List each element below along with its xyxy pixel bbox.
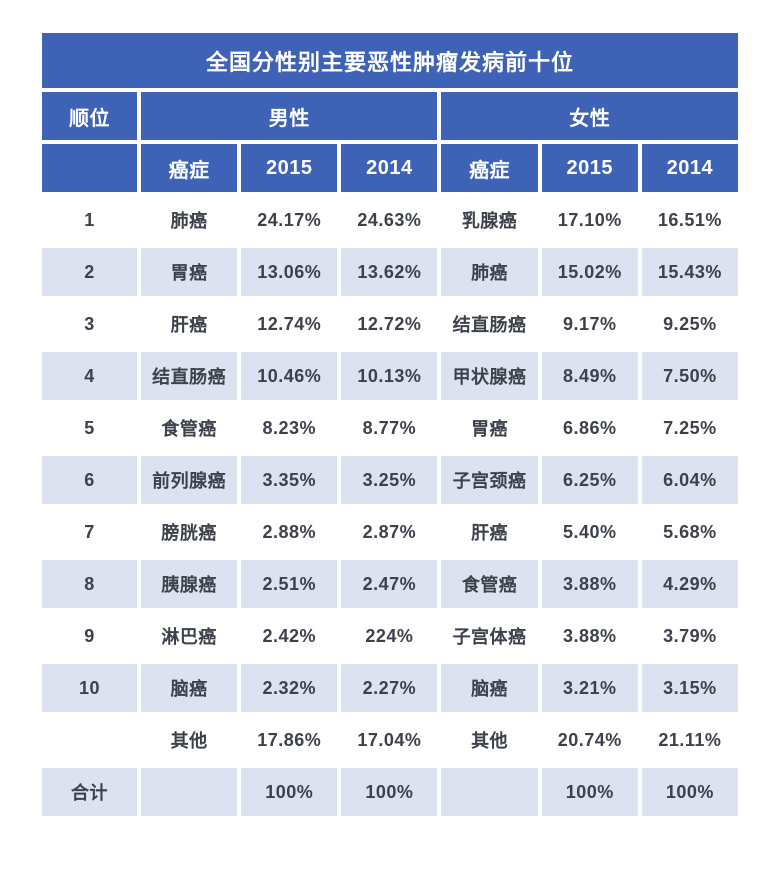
rank-cell: 1: [42, 196, 137, 244]
female-cancer-cell: 其他: [441, 716, 538, 764]
table-title: 全国分性别主要恶性肿瘤发病前十位: [42, 33, 738, 88]
male-cancer-cell: 其他: [141, 716, 238, 764]
male-2015-cell: 2.88%: [241, 508, 338, 556]
female-cancer-cell: 结直肠癌: [441, 300, 538, 348]
male-2015-cell: 13.06%: [241, 248, 338, 296]
column-header-male: 男性: [141, 92, 438, 140]
female-2015-cell: 3.88%: [541, 612, 638, 660]
male-2015-cell: 100%: [241, 768, 338, 816]
male-2014-cell: 17.04%: [341, 716, 438, 764]
column-header-rank: 顺位: [42, 92, 137, 140]
male-cancer-cell: 前列腺癌: [141, 456, 238, 504]
female-2014-cell: 16.51%: [641, 196, 738, 244]
male-cancer-cell: 结直肠癌: [141, 352, 238, 400]
male-2014-cell: 224%: [341, 612, 438, 660]
female-2014-cell: 4.29%: [641, 560, 738, 608]
male-cancer-cell: 胃癌: [141, 248, 238, 296]
female-2015-cell: 8.49%: [541, 352, 638, 400]
female-2014-cell: 7.50%: [641, 352, 738, 400]
male-2015-cell: 10.46%: [241, 352, 338, 400]
rank-cell: [42, 716, 137, 764]
rank-cell: 5: [42, 404, 137, 452]
male-cancer-cell: 胰腺癌: [141, 560, 238, 608]
subheader-female-2015: 2015: [541, 144, 638, 192]
male-2014-cell: 24.63%: [341, 196, 438, 244]
subheader-male-2014: 2014: [341, 144, 438, 192]
female-2015-cell: 3.88%: [541, 560, 638, 608]
female-2014-cell: 21.11%: [641, 716, 738, 764]
male-cancer-cell: 淋巴癌: [141, 612, 238, 660]
male-2014-cell: 8.77%: [341, 404, 438, 452]
male-cancer-cell: 肝癌: [141, 300, 238, 348]
female-cancer-cell: 胃癌: [441, 404, 538, 452]
female-2015-cell: 6.25%: [541, 456, 638, 504]
male-cancer-cell: 肺癌: [141, 196, 238, 244]
rank-cell: 8: [42, 560, 137, 608]
female-2014-cell: 6.04%: [641, 456, 738, 504]
female-2015-cell: 5.40%: [541, 508, 638, 556]
male-2015-cell: 2.42%: [241, 612, 338, 660]
female-cancer-cell: 肝癌: [441, 508, 538, 556]
female-cancer-cell: 食管癌: [441, 560, 538, 608]
female-2015-cell: 100%: [541, 768, 638, 816]
male-2015-cell: 24.17%: [241, 196, 338, 244]
female-2015-cell: 17.10%: [541, 196, 638, 244]
male-2014-cell: 2.27%: [341, 664, 438, 712]
male-2015-cell: 2.32%: [241, 664, 338, 712]
rank-cell: 3: [42, 300, 137, 348]
table-grid: 全国分性别主要恶性肿瘤发病前十位 顺位 男性 女性 癌症 2015 2014 癌…: [42, 33, 738, 816]
female-2015-cell: 20.74%: [541, 716, 638, 764]
subheader-blank: [42, 144, 137, 192]
female-2014-cell: 3.15%: [641, 664, 738, 712]
female-cancer-cell: [441, 768, 538, 816]
male-2015-cell: 8.23%: [241, 404, 338, 452]
male-2014-cell: 2.47%: [341, 560, 438, 608]
female-2014-cell: 100%: [641, 768, 738, 816]
male-2015-cell: 12.74%: [241, 300, 338, 348]
male-cancer-cell: [141, 768, 238, 816]
female-cancer-cell: 甲状腺癌: [441, 352, 538, 400]
column-header-female: 女性: [441, 92, 738, 140]
female-cancer-cell: 子宫颈癌: [441, 456, 538, 504]
female-cancer-cell: 肺癌: [441, 248, 538, 296]
male-2014-cell: 12.72%: [341, 300, 438, 348]
rank-cell: 6: [42, 456, 137, 504]
male-2014-cell: 13.62%: [341, 248, 438, 296]
male-2014-cell: 3.25%: [341, 456, 438, 504]
subheader-male-cancer: 癌症: [141, 144, 238, 192]
male-2014-cell: 10.13%: [341, 352, 438, 400]
female-2014-cell: 15.43%: [641, 248, 738, 296]
rank-cell: 10: [42, 664, 137, 712]
rank-cell: 4: [42, 352, 137, 400]
female-2015-cell: 15.02%: [541, 248, 638, 296]
female-2015-cell: 9.17%: [541, 300, 638, 348]
female-2015-cell: 3.21%: [541, 664, 638, 712]
incidence-table: 全国分性别主要恶性肿瘤发病前十位 顺位 男性 女性 癌症 2015 2014 癌…: [42, 33, 738, 816]
subheader-female-2014: 2014: [641, 144, 738, 192]
male-2015-cell: 17.86%: [241, 716, 338, 764]
rank-cell: 9: [42, 612, 137, 660]
female-2014-cell: 3.79%: [641, 612, 738, 660]
male-2014-cell: 100%: [341, 768, 438, 816]
male-2014-cell: 2.87%: [341, 508, 438, 556]
female-cancer-cell: 乳腺癌: [441, 196, 538, 244]
female-cancer-cell: 子宫体癌: [441, 612, 538, 660]
male-cancer-cell: 膀胱癌: [141, 508, 238, 556]
female-cancer-cell: 脑癌: [441, 664, 538, 712]
rank-cell: 合计: [42, 768, 137, 816]
female-2014-cell: 5.68%: [641, 508, 738, 556]
rank-cell: 7: [42, 508, 137, 556]
rank-cell: 2: [42, 248, 137, 296]
male-2015-cell: 3.35%: [241, 456, 338, 504]
female-2014-cell: 7.25%: [641, 404, 738, 452]
subheader-male-2015: 2015: [241, 144, 338, 192]
male-2015-cell: 2.51%: [241, 560, 338, 608]
male-cancer-cell: 食管癌: [141, 404, 238, 452]
female-2015-cell: 6.86%: [541, 404, 638, 452]
female-2014-cell: 9.25%: [641, 300, 738, 348]
subheader-female-cancer: 癌症: [441, 144, 538, 192]
male-cancer-cell: 脑癌: [141, 664, 238, 712]
